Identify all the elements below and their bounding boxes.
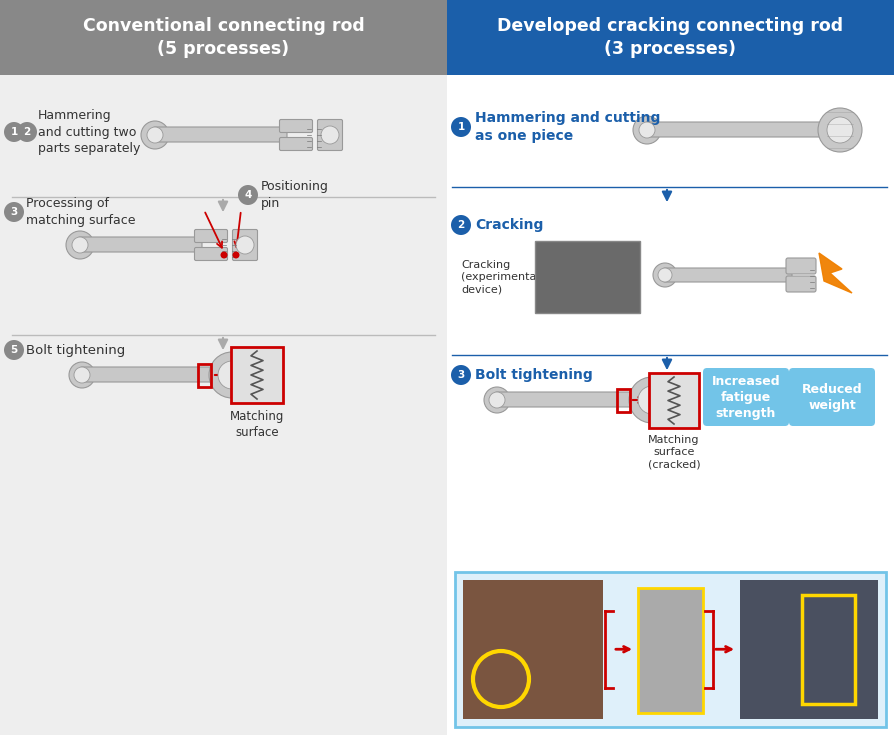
Circle shape — [4, 202, 24, 222]
Circle shape — [66, 231, 94, 259]
FancyBboxPatch shape — [280, 137, 313, 151]
FancyBboxPatch shape — [786, 276, 816, 292]
Circle shape — [221, 251, 227, 259]
Circle shape — [141, 121, 169, 149]
Circle shape — [451, 117, 471, 137]
Text: 1: 1 — [458, 122, 465, 132]
Circle shape — [633, 116, 661, 144]
Circle shape — [4, 340, 24, 360]
Text: Developed cracking connecting rod
(3 processes): Developed cracking connecting rod (3 pro… — [497, 17, 844, 58]
Polygon shape — [819, 253, 852, 293]
FancyBboxPatch shape — [80, 367, 214, 382]
FancyBboxPatch shape — [317, 120, 342, 151]
Text: 2: 2 — [23, 127, 30, 137]
Circle shape — [629, 377, 675, 423]
Circle shape — [639, 122, 655, 138]
FancyBboxPatch shape — [649, 373, 699, 428]
FancyBboxPatch shape — [645, 122, 824, 137]
FancyBboxPatch shape — [463, 580, 603, 719]
Text: Positioning
pin: Positioning pin — [261, 180, 329, 209]
FancyBboxPatch shape — [447, 0, 894, 75]
FancyBboxPatch shape — [195, 248, 227, 260]
Circle shape — [147, 127, 163, 143]
FancyBboxPatch shape — [195, 229, 227, 243]
Text: Bolt tightening: Bolt tightening — [475, 368, 593, 382]
Text: Hammering and cutting
as one piece: Hammering and cutting as one piece — [475, 111, 661, 143]
Circle shape — [484, 387, 510, 413]
Text: Cracking: Cracking — [475, 218, 544, 232]
FancyBboxPatch shape — [0, 75, 447, 735]
Circle shape — [232, 251, 240, 259]
Text: 5: 5 — [11, 345, 18, 355]
Circle shape — [4, 122, 24, 142]
Text: Conventional connecting rod
(5 processes): Conventional connecting rod (5 processes… — [82, 17, 365, 58]
Circle shape — [236, 236, 254, 254]
FancyBboxPatch shape — [447, 75, 894, 735]
Text: 1: 1 — [11, 127, 18, 137]
Circle shape — [17, 122, 37, 142]
Circle shape — [238, 185, 258, 205]
Circle shape — [818, 108, 862, 152]
Circle shape — [209, 352, 255, 398]
Circle shape — [489, 392, 505, 408]
Circle shape — [638, 386, 666, 414]
Text: Increased
fatigue
strength: Increased fatigue strength — [712, 375, 780, 420]
FancyBboxPatch shape — [78, 237, 202, 252]
FancyBboxPatch shape — [495, 392, 634, 407]
Circle shape — [69, 362, 95, 388]
Circle shape — [653, 263, 677, 287]
Text: Matching
surface
(cracked): Matching surface (cracked) — [647, 435, 700, 470]
Text: Hammering
and cutting two
parts separately: Hammering and cutting two parts separate… — [38, 109, 140, 155]
Circle shape — [72, 237, 88, 253]
FancyBboxPatch shape — [280, 120, 313, 132]
FancyBboxPatch shape — [231, 347, 283, 403]
Text: Matching
surface: Matching surface — [230, 410, 284, 439]
FancyBboxPatch shape — [455, 572, 886, 727]
FancyBboxPatch shape — [232, 229, 257, 260]
Circle shape — [74, 367, 90, 383]
FancyBboxPatch shape — [0, 0, 447, 75]
FancyBboxPatch shape — [663, 268, 792, 282]
Circle shape — [321, 126, 339, 144]
Text: Cracking
(experimental
device): Cracking (experimental device) — [461, 260, 539, 295]
Circle shape — [218, 361, 246, 389]
FancyBboxPatch shape — [638, 588, 703, 713]
Circle shape — [658, 268, 672, 282]
Circle shape — [451, 215, 471, 235]
Text: 3: 3 — [458, 370, 465, 380]
Text: 3: 3 — [11, 207, 18, 217]
Circle shape — [827, 117, 853, 143]
Text: Bolt tightening: Bolt tightening — [26, 343, 125, 356]
Text: 2: 2 — [458, 220, 465, 230]
Circle shape — [451, 365, 471, 385]
FancyBboxPatch shape — [703, 368, 789, 426]
FancyBboxPatch shape — [535, 241, 640, 313]
FancyBboxPatch shape — [153, 127, 287, 142]
Text: Processing of
matching surface: Processing of matching surface — [26, 197, 136, 227]
FancyBboxPatch shape — [786, 258, 816, 274]
FancyBboxPatch shape — [740, 580, 878, 719]
FancyBboxPatch shape — [789, 368, 875, 426]
Text: 4: 4 — [244, 190, 252, 200]
Text: Reduced
weight: Reduced weight — [802, 382, 863, 412]
